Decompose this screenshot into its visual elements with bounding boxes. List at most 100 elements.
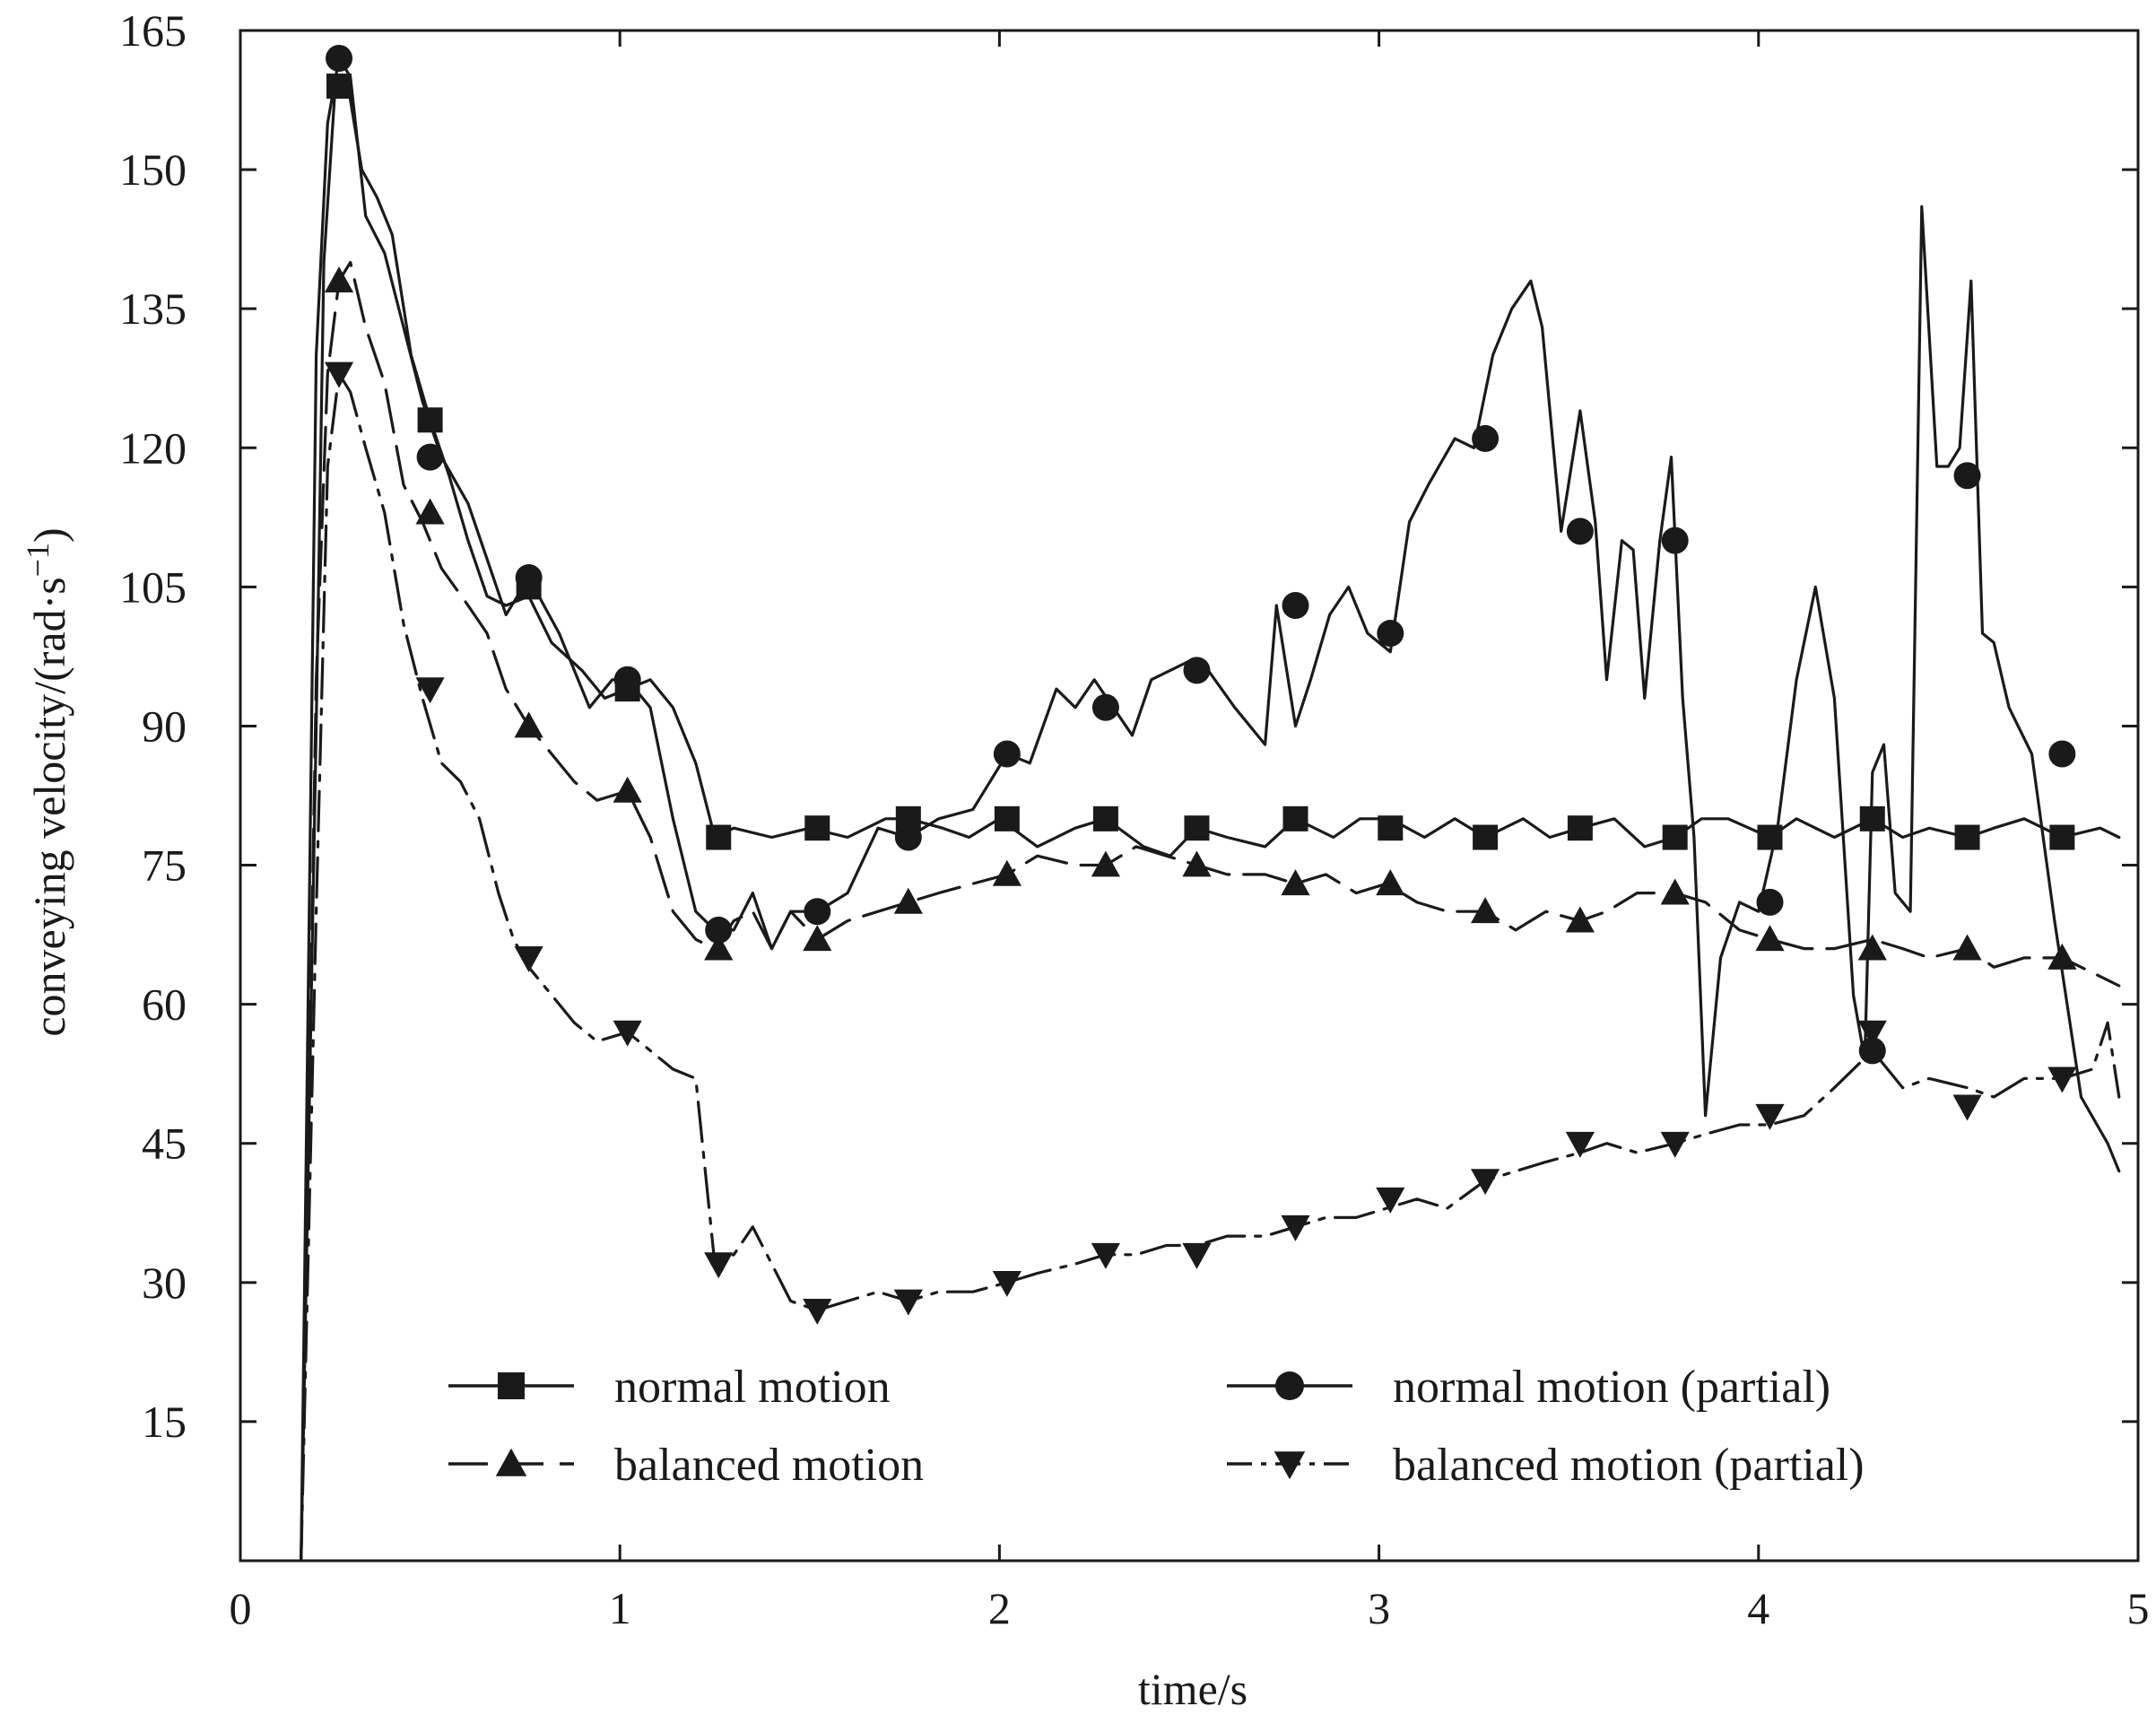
data-point-series-0 <box>1282 805 1308 831</box>
data-point-series-1 <box>1091 693 1119 721</box>
data-point-series-2 <box>992 859 1021 886</box>
data-point-series-3 <box>1470 1169 1500 1196</box>
legend-swatch-marker <box>495 1448 527 1476</box>
series-lines <box>300 57 2121 1563</box>
data-point-series-3 <box>415 677 445 704</box>
data-point-series-2 <box>1281 869 1310 896</box>
data-point-series-3 <box>1660 1131 1690 1158</box>
data-point-series-0 <box>1378 815 1404 841</box>
data-point-series-0 <box>1757 824 1783 850</box>
data-point-series-1 <box>1756 888 1784 916</box>
data-point-series-3 <box>704 1252 734 1279</box>
data-point-series-3 <box>2047 1066 2077 1093</box>
y-tick-label: 45 <box>142 1119 187 1169</box>
data-point-series-2 <box>2047 943 2077 970</box>
data-point-series-1 <box>1953 462 1981 490</box>
data-point-series-2 <box>415 498 445 525</box>
data-point-series-3 <box>613 1020 642 1047</box>
y-tick-label: 165 <box>119 5 187 56</box>
data-point-series-3 <box>514 946 543 973</box>
data-point-series-3 <box>803 1298 832 1325</box>
data-point-series-0 <box>2049 824 2075 850</box>
data-point-series-3 <box>992 1270 1021 1297</box>
series-line-3 <box>300 372 2121 1563</box>
legend-label: balanced motion <box>614 1440 924 1491</box>
data-point-series-1 <box>1377 620 1404 648</box>
y-tick-label: 60 <box>142 979 187 1030</box>
data-point-series-0 <box>1184 815 1210 841</box>
data-point-series-1 <box>515 564 543 592</box>
y-axis-title-superscript: −1 <box>20 543 56 577</box>
data-point-series-3 <box>1755 1103 1785 1130</box>
x-axis-title: time/s <box>1138 1664 1248 1711</box>
series-line-1 <box>300 57 2121 1563</box>
legend-label: normal motion (partial) <box>1393 1362 1830 1413</box>
data-point-series-1 <box>2048 740 2076 768</box>
x-tick-label: 4 <box>1747 1583 1769 1633</box>
data-point-series-2 <box>803 925 832 952</box>
y-tick-label: 120 <box>119 422 187 473</box>
data-point-series-0 <box>1092 805 1118 831</box>
data-point-series-2 <box>514 711 543 738</box>
data-point-series-2 <box>1565 906 1595 933</box>
legend-swatch-marker <box>498 1372 525 1399</box>
data-point-series-0 <box>1662 824 1688 850</box>
data-point-series-3 <box>1182 1242 1212 1269</box>
data-point-series-0 <box>1567 815 1593 841</box>
data-point-series-0 <box>326 74 352 100</box>
data-point-series-2 <box>613 776 642 803</box>
data-point-series-0 <box>804 815 830 841</box>
data-point-series-2 <box>893 887 923 914</box>
data-point-series-1 <box>894 823 922 851</box>
x-tick-label: 3 <box>1368 1583 1390 1633</box>
data-point-series-2 <box>1755 925 1785 952</box>
legend-label: normal motion <box>614 1362 891 1413</box>
data-point-series-2 <box>1660 878 1690 905</box>
data-point-series-0 <box>994 805 1020 831</box>
y-axis-title-main: conveying velocity/(rad·s <box>24 577 74 1036</box>
series-line-0 <box>300 75 2121 1563</box>
data-point-series-1 <box>993 740 1021 768</box>
plot-frame <box>239 29 2140 1563</box>
data-point-series-1 <box>1566 518 1594 545</box>
series-markers <box>324 45 2077 1325</box>
data-point-series-2 <box>704 934 734 961</box>
data-point-series-0 <box>1473 824 1499 850</box>
data-point-series-0 <box>1859 805 1885 831</box>
y-tick-label: 135 <box>119 283 187 334</box>
data-point-series-2 <box>1857 934 1887 961</box>
data-point-series-3 <box>1952 1094 1982 1121</box>
data-point-series-0 <box>1954 824 1980 850</box>
data-point-series-2 <box>1952 934 1982 961</box>
data-point-series-2 <box>324 266 354 293</box>
legend-label: balanced motion (partial) <box>1393 1440 1865 1491</box>
data-point-series-3 <box>893 1289 923 1316</box>
data-point-series-2 <box>1376 869 1405 896</box>
y-tick-label: 15 <box>142 1397 187 1447</box>
data-point-series-3 <box>1565 1131 1595 1158</box>
y-tick-label: 90 <box>142 701 187 751</box>
data-point-series-1 <box>705 916 733 944</box>
legend-swatch-marker <box>1274 1451 1306 1480</box>
data-point-series-2 <box>1470 897 1500 924</box>
y-axis-title: conveying velocity/(rad·s−1) <box>20 527 74 1036</box>
legend-swatch-marker <box>1275 1371 1304 1400</box>
data-point-series-1 <box>416 443 444 471</box>
data-point-series-1 <box>1661 527 1689 554</box>
data-point-series-3 <box>1376 1187 1405 1214</box>
data-point-series-1 <box>613 666 641 693</box>
y-tick-label: 75 <box>142 840 187 891</box>
data-point-series-3 <box>324 361 354 388</box>
data-point-series-2 <box>1091 850 1120 877</box>
y-axis-title-suffix: ) <box>24 527 74 543</box>
x-tick-label: 0 <box>230 1583 252 1633</box>
data-point-series-3 <box>1281 1214 1310 1241</box>
x-tick-label: 1 <box>609 1583 631 1633</box>
data-point-series-3 <box>1091 1242 1120 1269</box>
y-tick-label: 150 <box>119 144 187 195</box>
series-line-2 <box>300 260 2121 1563</box>
data-point-series-2 <box>1182 850 1212 877</box>
